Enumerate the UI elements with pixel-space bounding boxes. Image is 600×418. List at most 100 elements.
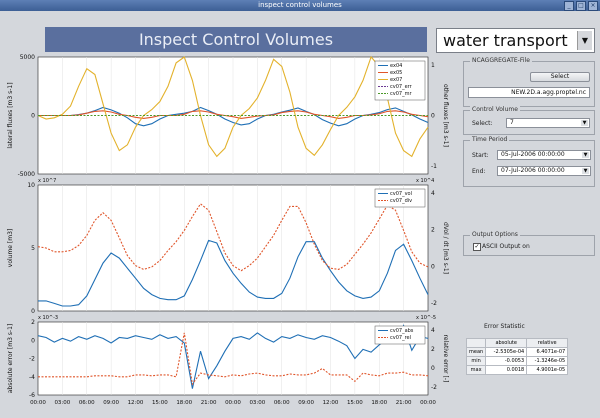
chevron-down-icon[interactable]: ▼ — [582, 152, 589, 158]
y-tick-label: -6 — [29, 392, 35, 399]
series-line — [38, 239, 429, 307]
control-volume-panel: Control Volume Select: 7 ▼ — [463, 105, 595, 135]
x-tick-label: 12:00 — [323, 400, 339, 406]
series-line — [38, 332, 429, 386]
y-tick-label: 0 — [31, 308, 35, 315]
y2-tick-label: 0 — [431, 365, 435, 372]
y-axis-label: lateral fluxes [m3 s-1] — [7, 82, 14, 148]
file-panel-title: NCAGGREGATE-File — [470, 56, 532, 66]
y-tick-label: 5 — [31, 245, 35, 252]
ascii-checkbox[interactable]: ✓ — [473, 243, 481, 251]
legend-label: cv07_err — [390, 84, 413, 90]
close-icon[interactable]: × — [588, 1, 598, 11]
window-controls: _ □ × — [564, 1, 598, 11]
y2-tick-label: 1 — [431, 62, 435, 69]
output-options-panel: Output Options ✓ ASCII Output on — [463, 230, 595, 256]
y2-tick-label: 4 — [431, 327, 435, 334]
end-date-value: 07-Jul-2006 00:00:00 — [501, 167, 565, 174]
x-tick-label: 00:00 — [225, 400, 241, 406]
y-tick-label: 0 — [31, 337, 35, 344]
cv-select-dropdown[interactable]: 7 ▼ — [506, 118, 590, 128]
file-panel: NCAGGREGATE-File Select NEW.2D.a.agg.pro… — [463, 56, 595, 107]
y-tick-label: -2 — [29, 356, 35, 363]
legend-label: ex05 — [390, 70, 402, 76]
window-titlebar: inspect control volumes _ □ × — [0, 0, 600, 11]
table-cell: 4.9001e-05 — [526, 365, 569, 375]
time-period-panel-title: Time Period — [470, 135, 510, 145]
x-tick-label: 09:00 — [298, 400, 314, 406]
legend-label: cv07_rel — [390, 335, 411, 341]
y-axis-label: volume [m3] — [7, 229, 14, 267]
x-tick-label: 12:00 — [128, 400, 144, 406]
ascii-output-label: ASCII Output on — [482, 243, 530, 250]
window-title: inspect control volumes — [258, 1, 342, 9]
end-label: End: — [472, 168, 486, 175]
x-tick-label: 21:00 — [396, 400, 412, 406]
x-tick-label: 03:00 — [54, 400, 70, 406]
start-date-value: 05-Jul-2006 00:00:00 — [501, 151, 565, 158]
filename-field: NEW.2D.a.agg.proptel.nc — [468, 87, 590, 98]
x-tick-label: 00:00 — [420, 400, 436, 406]
table-header-cell — [465, 338, 487, 348]
y2-axis-label: other fluxes [m3 s-1] — [442, 84, 449, 147]
legend-label: ex07 — [390, 77, 402, 83]
legend-box — [374, 60, 426, 101]
main-window: Inspect Control Volumes water transport … — [0, 11, 600, 418]
series-line — [37, 324, 429, 389]
y-tick-label: 0 — [31, 113, 35, 120]
x-tick-label: 06:00 — [79, 400, 95, 406]
error-statistic-table: absolute relative mean -2.5305e-04 6.407… — [465, 338, 569, 375]
y2-axis-label: dVol / dt [m3 s-1] — [442, 222, 449, 274]
x-tick-label: 15:00 — [347, 400, 363, 406]
chevron-down-icon[interactable]: ▼ — [581, 120, 588, 126]
filename-text: NEW.2D.a.agg.proptel.nc — [511, 89, 586, 96]
x-tick-label: 09:00 — [103, 400, 119, 406]
table-row: mean -2.5305e-04 6.4071e-07 — [465, 347, 569, 357]
time-period-panel: Time Period Start: 05-Jul-2006 00:00:00 … — [463, 135, 595, 187]
y-scale-label: x 10^7 — [38, 178, 56, 184]
end-date-dropdown[interactable]: 07-Jul-2006 00:00:00 ▼ — [497, 166, 591, 176]
quantity-dropdown[interactable]: water transport ▼ — [436, 28, 595, 53]
x-tick-label: 03:00 — [249, 400, 265, 406]
y-axis-label: absolute error [m3 s-1] — [7, 324, 14, 394]
chevron-down-icon[interactable]: ▼ — [582, 168, 589, 174]
table-header-row: absolute relative — [465, 338, 569, 348]
table-cell: -0.0053 — [485, 356, 528, 366]
y2-tick-label: 0 — [431, 263, 435, 270]
y2-axis-label: relative error [-] — [442, 335, 449, 383]
series-line — [37, 55, 429, 158]
start-date-dropdown[interactable]: 05-Jul-2006 00:00:00 ▼ — [497, 150, 591, 160]
select-file-button[interactable]: Select — [530, 72, 590, 82]
table-cell: 6.4071e-07 — [526, 347, 569, 357]
cv-select-label: Select: — [472, 120, 493, 127]
legend-label: cv07_div — [390, 198, 412, 204]
quantity-dropdown-value: water transport — [443, 31, 568, 50]
x-tick-label: 18:00 — [371, 400, 387, 406]
minimize-icon[interactable]: _ — [564, 1, 574, 11]
y2-tick-label: -2 — [431, 384, 437, 391]
legend-label: cv07_abs — [390, 328, 414, 334]
y-tick-label: 10 — [27, 182, 35, 189]
table-row: max 0.0018 4.9001e-05 — [465, 365, 569, 375]
chevron-down-icon[interactable]: ▼ — [577, 31, 592, 50]
x-tick-label: 06:00 — [274, 400, 290, 406]
y2-tick-label: 2 — [431, 346, 435, 353]
table-row-header: min — [465, 356, 487, 366]
x-tick-label: 00:00 — [30, 400, 46, 406]
series-line — [38, 110, 429, 119]
legend-label: cv07_vol — [390, 191, 412, 197]
control-volume-panel-title: Control Volume — [470, 105, 520, 115]
x-tick-label: 21:00 — [201, 400, 217, 406]
y2-scale-label: x 10^-5 — [416, 315, 436, 321]
y-tick-label: -4 — [29, 374, 35, 381]
table-cell: -1.3246e-05 — [526, 356, 569, 366]
y2-tick-label: 2 — [431, 227, 435, 234]
table-header-cell: absolute — [485, 338, 528, 348]
y-tick-label: 5000 — [20, 54, 35, 61]
legend-label: cv07_mr — [390, 91, 412, 97]
start-label: Start: — [472, 152, 489, 159]
table-cell: 0.0018 — [485, 365, 528, 375]
table-cell: -2.5305e-04 — [485, 347, 528, 357]
maximize-icon[interactable]: □ — [576, 1, 586, 11]
